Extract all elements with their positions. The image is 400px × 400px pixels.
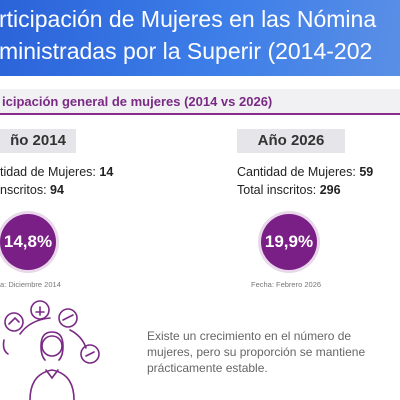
- note-line: Existe un crecimiento en el número de: [147, 329, 352, 343]
- stat-women: Cantidad de Mujeres: 59: [237, 165, 373, 179]
- value: 94: [50, 183, 64, 197]
- title-line: ministradas por la Superir (2014-202: [0, 38, 373, 64]
- subtitle: icipación general de mujeres (2014 vs 20…: [2, 94, 273, 109]
- note-line: mujeres, pero su proporción se mantiene: [147, 345, 366, 359]
- label: tidad de Mujeres:: [0, 165, 96, 179]
- label: Total inscritos:: [237, 183, 317, 197]
- label: nscritos:: [0, 183, 47, 197]
- subtitle-band: [0, 89, 400, 113]
- date-note: Fecha: Febrero 2026: [251, 280, 322, 289]
- date-note: a: Diciembre 2014: [0, 280, 61, 289]
- stat-total: nscritos: 94: [0, 183, 64, 197]
- illustration: [2, 300, 100, 400]
- year-box: ño 2014: [0, 129, 76, 153]
- header-band: [0, 0, 400, 76]
- percent-circle: 19,9%: [261, 214, 317, 270]
- year-box: Año 2026: [237, 129, 345, 153]
- title-line: rticipación de Mujeres en las Nómina: [0, 6, 377, 32]
- value: 14: [99, 165, 114, 179]
- value: 296: [319, 183, 341, 197]
- label: Cantidad de Mujeres:: [237, 165, 356, 179]
- subtitle-rule: [0, 113, 400, 115]
- stat-women: tidad de Mujeres: 14: [0, 165, 113, 179]
- percent-circle: 14,8%: [0, 214, 56, 270]
- stat-total: Total inscritos: 296: [237, 183, 341, 197]
- value: 59: [359, 165, 374, 179]
- note-line: prácticamente estable.: [147, 361, 268, 375]
